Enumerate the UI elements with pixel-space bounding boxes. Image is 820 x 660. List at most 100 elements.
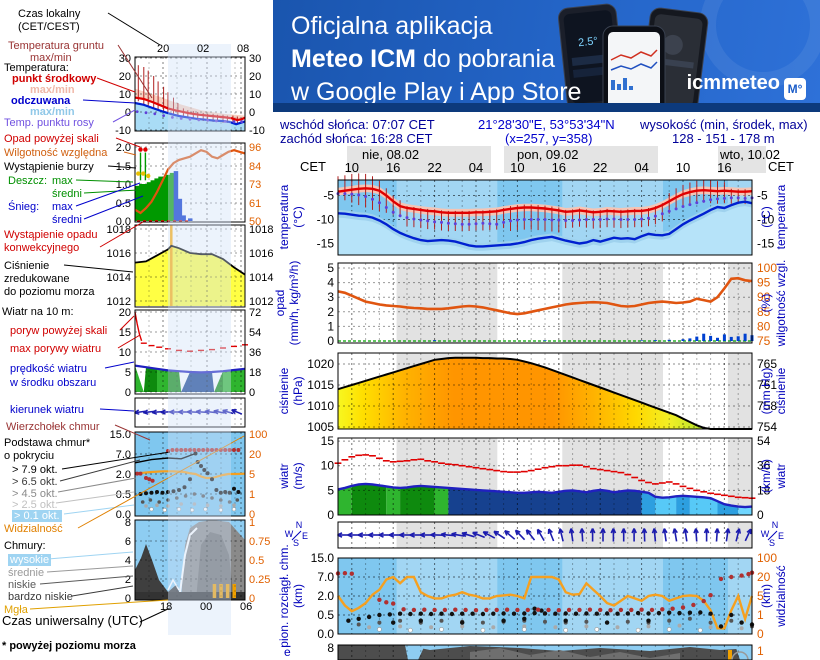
svg-text:84: 84 xyxy=(249,161,261,173)
legend-item: Śnieg: xyxy=(8,201,40,213)
svg-text:5: 5 xyxy=(327,483,334,497)
svg-text:10: 10 xyxy=(510,160,524,175)
svg-text:1018: 1018 xyxy=(107,224,131,236)
axis-title: pion. rozciągł. chm. xyxy=(277,544,291,648)
svg-text:85: 85 xyxy=(757,305,771,319)
svg-text:10: 10 xyxy=(249,89,261,101)
svg-text:2: 2 xyxy=(125,574,131,586)
svg-text:N: N xyxy=(772,520,779,530)
banner-decor: 2.5° xyxy=(557,0,820,112)
legend-item: Chmury: xyxy=(4,540,46,552)
legend-item: Podstawa chmur* xyxy=(4,437,91,449)
svg-text:0.25: 0.25 xyxy=(249,574,270,586)
svg-text:20: 20 xyxy=(757,570,771,584)
day-band-2 xyxy=(504,146,658,173)
svg-text:95: 95 xyxy=(757,276,771,290)
svg-text:96: 96 xyxy=(249,142,261,154)
axis-title: widzialność xyxy=(774,565,788,627)
icmmeteo-logo: icmmeteo M° xyxy=(687,72,806,100)
svg-text:15.0: 15.0 xyxy=(311,551,335,565)
svg-text:30: 30 xyxy=(119,53,131,65)
svg-text:30: 30 xyxy=(249,53,261,65)
svg-text:0: 0 xyxy=(125,593,131,605)
svg-text:18: 18 xyxy=(249,367,261,379)
svg-text:0.0: 0.0 xyxy=(116,509,131,521)
svg-text:90: 90 xyxy=(757,290,771,304)
svg-text:1: 1 xyxy=(757,644,764,658)
legend-item: Temperatura: xyxy=(4,62,69,74)
banner-bottom-strip xyxy=(273,103,820,112)
legend-item: > 7.9 okt. xyxy=(12,464,58,476)
legend-item: zredukowane xyxy=(4,273,70,285)
svg-text:-5: -5 xyxy=(757,189,768,203)
svg-text:0.0: 0.0 xyxy=(116,216,131,228)
svg-text:7.0: 7.0 xyxy=(317,570,334,584)
svg-text:0: 0 xyxy=(249,107,255,119)
svg-text:15: 15 xyxy=(321,434,335,448)
svg-text:36: 36 xyxy=(757,459,771,473)
legend-item: Temperatura gruntu xyxy=(8,40,104,52)
day-label-3: wto, 10.02 xyxy=(720,147,780,162)
legend-item: > 6.5 okt. xyxy=(12,476,58,488)
banner-line2: Meteo ICM do pobrania xyxy=(291,45,556,73)
svg-text:0: 0 xyxy=(249,593,255,605)
svg-text:-10: -10 xyxy=(115,125,131,137)
sunset-time: zachód słońca: 16:28 CET xyxy=(280,131,433,146)
legend-item: max xyxy=(52,201,73,213)
legend-item: w środku obszaru xyxy=(10,377,97,389)
svg-text:-5: -5 xyxy=(323,189,334,203)
axis-title: e xyxy=(284,645,291,659)
banner-app-name: Meteo ICM xyxy=(291,45,416,73)
svg-text:0.75: 0.75 xyxy=(249,536,270,548)
legend-item: max/min xyxy=(30,84,75,96)
svg-text:E: E xyxy=(778,531,784,541)
svg-text:5: 5 xyxy=(757,589,764,603)
cet-label-right: CET xyxy=(768,159,794,174)
svg-text:W: W xyxy=(285,529,294,539)
app-promo-banner[interactable]: 2.5° Oficjalna aplikacja Meteo ICM do po… xyxy=(273,0,820,112)
svg-text:3: 3 xyxy=(327,290,334,304)
svg-text:E: E xyxy=(302,531,308,541)
svg-text:1: 1 xyxy=(327,319,334,333)
utc-time-tick: 06 xyxy=(240,601,253,613)
svg-text:15.0: 15.0 xyxy=(110,429,131,441)
svg-text:1018: 1018 xyxy=(249,224,273,236)
svg-text:0: 0 xyxy=(249,509,255,521)
svg-text:1016: 1016 xyxy=(249,248,273,260)
legend-item: Wilgotność względna xyxy=(4,147,108,159)
svg-text:0: 0 xyxy=(327,508,334,522)
svg-text:73: 73 xyxy=(249,179,261,191)
svg-text:10: 10 xyxy=(119,347,131,359)
svg-text:1016: 1016 xyxy=(107,248,131,260)
svg-text:-10: -10 xyxy=(317,213,335,227)
svg-text:54: 54 xyxy=(757,434,771,448)
legend-item: wysokie xyxy=(8,554,52,566)
svg-text:1015: 1015 xyxy=(307,378,334,392)
svg-text:0.5: 0.5 xyxy=(317,608,334,622)
svg-text:2.5°: 2.5° xyxy=(578,35,599,49)
svg-text:0.5: 0.5 xyxy=(249,555,264,567)
svg-text:765: 765 xyxy=(757,357,777,371)
legend-item: prędkość wiatru xyxy=(10,363,88,375)
legend-item: Wystąpienie opadu xyxy=(4,229,98,241)
coordinates: 21°28'30"E, 53°53'34"N xyxy=(478,117,615,132)
svg-text:1: 1 xyxy=(249,489,255,501)
svg-text:10: 10 xyxy=(119,89,131,101)
svg-text:1: 1 xyxy=(757,608,764,622)
legend-footnote: * powyżej poziomu morza xyxy=(2,640,136,652)
local-time-tick: 20 xyxy=(157,43,170,55)
svg-text:0: 0 xyxy=(249,387,255,399)
svg-text:16: 16 xyxy=(386,160,400,175)
legend-item: Wierzchołek chmur xyxy=(6,421,100,433)
svg-text:1: 1 xyxy=(249,517,255,529)
svg-text:1020: 1020 xyxy=(307,357,334,371)
legend-item: średni xyxy=(52,188,82,200)
svg-text:8: 8 xyxy=(125,517,131,529)
grid-point: (x=257, y=358) xyxy=(505,131,593,146)
svg-text:S: S xyxy=(769,538,775,548)
legend-item: Widzialność xyxy=(4,523,63,535)
legend-item: kierunek wiatru xyxy=(10,404,84,416)
axis-title: wiatr xyxy=(277,463,291,489)
